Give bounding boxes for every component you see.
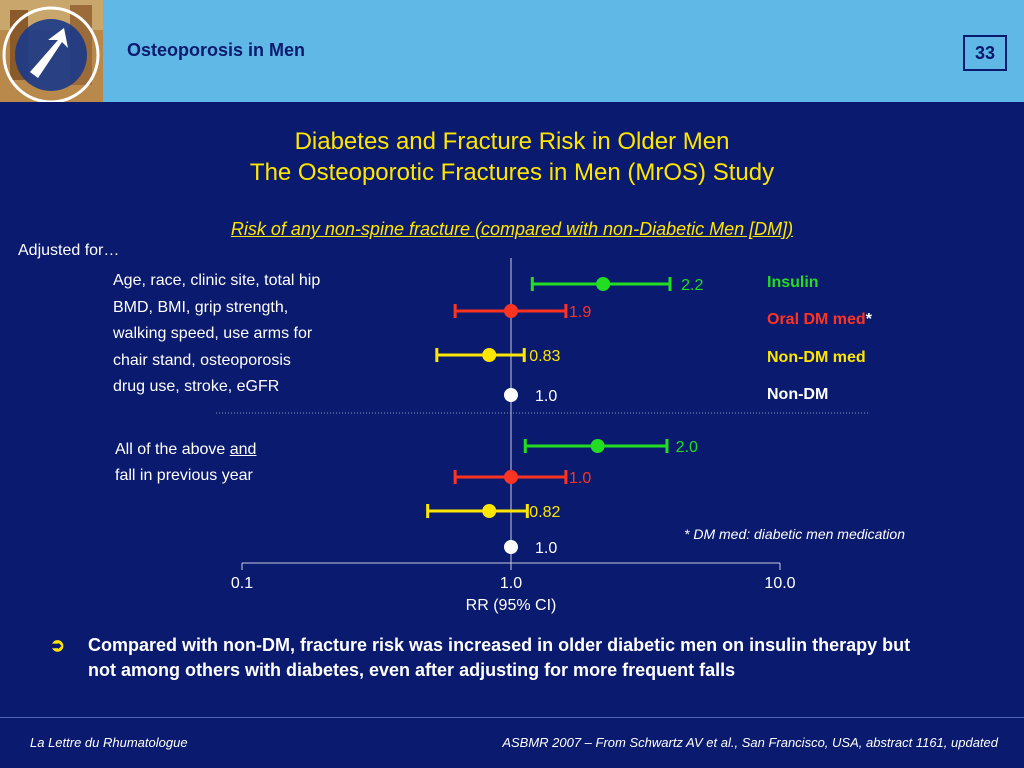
header-bar: Osteoporosis in Men 33 bbox=[0, 0, 1024, 102]
legend-label: Non-DM med bbox=[767, 349, 866, 366]
rr-point bbox=[596, 277, 611, 291]
legend-label: Oral DM med bbox=[767, 311, 866, 328]
x-tick-label: 1.0 bbox=[500, 575, 522, 592]
bullet-text: Compared with non-DM, fracture risk was … bbox=[88, 635, 911, 680]
title-line-1: Diabetes and Fracture Risk in Older Men bbox=[294, 128, 730, 155]
legend-item: Non-DM med bbox=[767, 349, 866, 367]
adjustment-line: chair stand, osteoporosis bbox=[113, 351, 291, 369]
logo bbox=[0, 0, 103, 102]
section-title: Osteoporosis in Men bbox=[127, 40, 306, 60]
adjustment-line: All of the above and bbox=[115, 437, 256, 463]
rr-point bbox=[504, 304, 518, 318]
title-line-2: The Osteoporotic Fractures in Men (MrOS)… bbox=[249, 159, 775, 186]
panel2-adjustments: All of the above and fall in previous ye… bbox=[115, 437, 256, 489]
adjustment-line: walking speed, use arms for bbox=[113, 325, 313, 342]
rr-value-label: 1.0 bbox=[569, 470, 591, 487]
x-tick-label: 0.1 bbox=[231, 575, 253, 592]
rr-point bbox=[504, 540, 518, 554]
rr-point bbox=[504, 470, 518, 484]
adjustment-prefix: All of the above bbox=[115, 441, 230, 458]
adjusted-for-label: Adjusted for… bbox=[18, 242, 120, 259]
legend-item: Insulin bbox=[767, 274, 819, 292]
adjustment-line: Age, race, clinic site, total hip bbox=[113, 272, 321, 289]
footer-journal: La Lettre du Rhumatologue bbox=[30, 735, 188, 750]
rr-value-label: 1.9 bbox=[569, 304, 591, 321]
legend-label: Insulin bbox=[767, 274, 819, 291]
legend-label: Non-DM bbox=[767, 386, 829, 403]
adjustment-line: BMD, BMI, grip strength, bbox=[113, 298, 289, 316]
adjustment-and: and bbox=[229, 441, 257, 458]
rr-point bbox=[482, 504, 497, 518]
rr-point bbox=[482, 348, 497, 362]
bullet-point: ➲ Compared with non-DM, fracture risk wa… bbox=[50, 633, 930, 683]
logo-icon bbox=[0, 0, 103, 102]
x-axis-label: RR (95% CI) bbox=[466, 597, 557, 614]
chart-subtitle: Risk of any non-spine fracture (compared… bbox=[230, 219, 794, 239]
rr-value-label: 2.0 bbox=[676, 439, 698, 456]
rr-point bbox=[590, 439, 605, 453]
legend-item: Non-DM bbox=[767, 386, 828, 404]
adjustment-line: drug use, stroke, eGFR bbox=[113, 378, 280, 395]
bullet-arrow-icon: ➲ bbox=[50, 635, 66, 655]
rr-value-label: 2.2 bbox=[681, 277, 703, 294]
footnote: * DM med: diabetic men medication bbox=[684, 526, 905, 542]
footer-divider bbox=[0, 717, 1024, 718]
legend-asterisk: * bbox=[865, 311, 872, 328]
rr-value-label: 0.83 bbox=[529, 348, 560, 365]
panel1-adjustments: Age, race, clinic site, total hip BMD, B… bbox=[113, 268, 320, 401]
footer-source: ASBMR 2007 – From Schwartz AV et al., Sa… bbox=[502, 735, 998, 750]
rr-point bbox=[504, 388, 518, 402]
x-tick-label: 10.0 bbox=[764, 575, 795, 592]
rr-value-label: 1.0 bbox=[535, 388, 557, 405]
rr-value-label: 0.82 bbox=[529, 504, 560, 521]
slide-number: 33 bbox=[963, 35, 1007, 71]
rr-value-label: 1.0 bbox=[535, 540, 557, 557]
adjustment-line: fall in previous year bbox=[115, 467, 253, 484]
legend-item: Oral DM med* bbox=[767, 311, 872, 329]
